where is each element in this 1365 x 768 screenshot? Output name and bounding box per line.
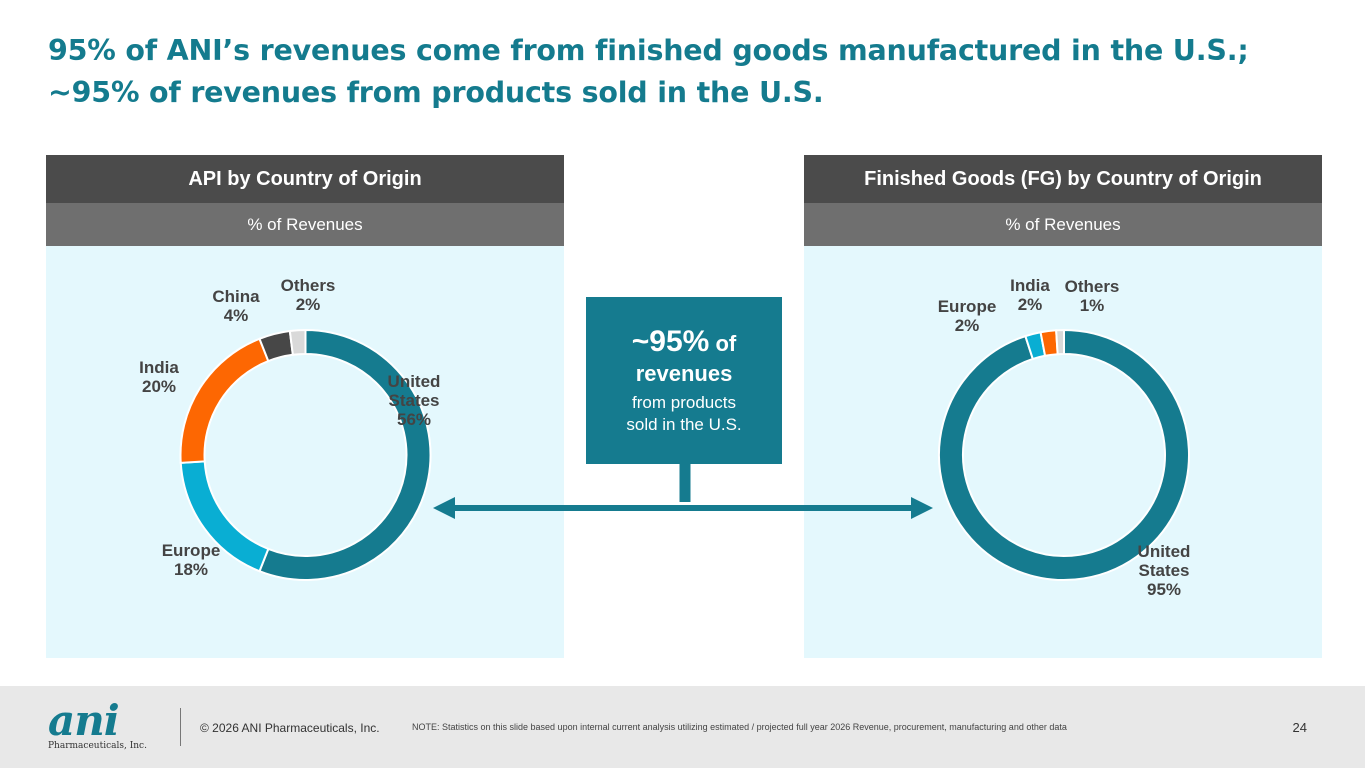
arrow-right-icon (911, 497, 933, 519)
callout-headline: ~95% of revenues (586, 327, 782, 389)
footer: ani Pharmaceuticals, Inc. © 2026 ANI Pha… (0, 686, 1365, 768)
slice-label-united-states: United States 56% (388, 372, 441, 429)
copyright: © 2026 ANI Pharmaceuticals, Inc. (200, 721, 380, 735)
arrow-left-icon (433, 497, 455, 519)
callout-of: of (715, 331, 737, 356)
slide-title-line-2: ~95% of revenues from products sold in t… (48, 76, 824, 109)
footnote: NOTE: Statistics on this slide based upo… (412, 722, 1067, 732)
slice-label-china: China 4% (212, 287, 260, 325)
slide-title: 95% of ANI’s revenues come from finished… (48, 30, 1328, 114)
api-panel-subtitle: % of Revenues (46, 203, 564, 246)
api-donut-chart: United States 56% Europe 18% India 20% China 4% O… (139, 276, 441, 581)
fg-panel-title: Finished Goods (FG) by Country of Origin (804, 155, 1322, 203)
fg-panel-subtitle: % of Revenues (804, 203, 1322, 246)
api-origin-panel: API by Country of Origin % of Revenues U… (46, 155, 564, 658)
slice-label-india: India 20% (139, 358, 179, 396)
fg-donut-chart: United States 95% Europe 2% India 2% Others 1% (938, 276, 1191, 599)
api-panel-title: API by Country of Origin (46, 155, 564, 203)
ani-logo[interactable]: ani Pharmaceuticals, Inc. (48, 696, 147, 752)
logo-subtitle: Pharmaceuticals, Inc. (48, 741, 147, 751)
donut-slice-united-states (938, 328, 1190, 581)
callout-line-4: sold in the U.S. (626, 415, 742, 434)
slice-label-others: Others 1% (1065, 277, 1120, 315)
callout-line-3: from products (632, 393, 736, 412)
callout-detail: from products sold in the U.S. (586, 392, 782, 436)
slice-label-europe: Europe 18% (162, 541, 221, 579)
donut-slice-united-states (258, 328, 432, 581)
footer-divider (180, 708, 181, 746)
callout-revenues: revenues (635, 361, 733, 386)
slice-label-india: India 2% (1010, 276, 1050, 314)
slice-label-united-states: United States 95% (1138, 542, 1191, 599)
callout-percent: ~95% (631, 325, 710, 358)
logo-mark: ani (48, 696, 120, 745)
fg-origin-panel: Finished Goods (FG) by Country of Origin… (804, 155, 1322, 658)
donut-slice-others (1055, 328, 1065, 356)
slide-title-line-1: 95% of ANI’s revenues come from finished… (48, 34, 1249, 67)
page-number: 24 (1292, 720, 1307, 735)
revenue-callout-box: ~95% of revenues from products sold in t… (586, 297, 782, 464)
donut-slice-others (288, 328, 307, 356)
slice-label-europe: Europe 2% (938, 297, 997, 335)
slice-label-others: Others 2% (281, 276, 336, 314)
